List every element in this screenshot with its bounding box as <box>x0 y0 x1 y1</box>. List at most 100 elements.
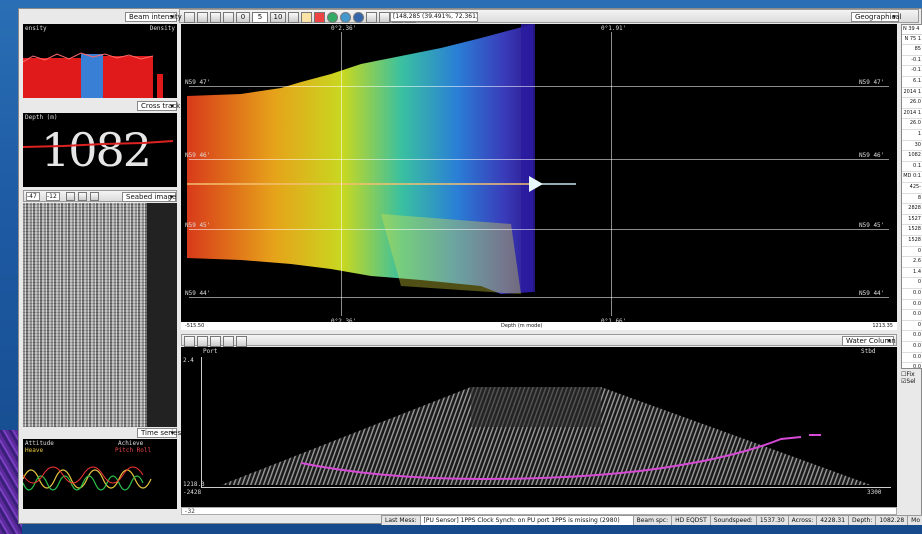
seabed-gain-field[interactable]: -47 <box>26 192 40 201</box>
sel-checkbox-label: Sel <box>906 378 916 385</box>
numeric-row: 0.1 <box>902 162 922 173</box>
seabed-toolbar: -47 -12 Seabed image <box>23 190 177 202</box>
wc-y-bottom: 1218.3 <box>183 481 205 488</box>
lat-left-2: N59 46' <box>185 152 211 159</box>
numeric-row: 26.0 <box>902 119 922 131</box>
seabed-offset-field[interactable]: -12 <box>46 192 60 201</box>
status-across-label: Across: <box>787 516 817 525</box>
record-icon[interactable] <box>314 12 325 23</box>
status-mode-label: Mo <box>907 516 922 525</box>
scale-right-value: 1213.35 <box>872 323 893 329</box>
globe-icon[interactable] <box>327 12 338 23</box>
lat-right-3: N59 45' <box>859 222 885 229</box>
toolbar-buttons: 0 5 10 <box>184 12 416 23</box>
numeric-row: N 75 1 <box>902 35 922 46</box>
depth-profile-line <box>23 140 174 148</box>
layers-icon[interactable] <box>353 12 364 23</box>
status-depth-label: Depth: <box>848 516 875 525</box>
numeric-row: 1.4 <box>902 268 922 279</box>
geographical-dropdown[interactable]: Geographical <box>851 12 902 22</box>
scale-left-value: -515.50 <box>185 323 205 329</box>
info-icon[interactable] <box>288 12 299 23</box>
seabed-step-icon[interactable] <box>78 192 87 201</box>
lon-top-2: 0°1.91' <box>601 25 627 32</box>
lat-left-3: N59 45' <box>185 222 211 229</box>
grid-line-lat-4 <box>189 297 889 298</box>
wc-export-icon[interactable] <box>236 336 247 347</box>
lon-bottom-1: 0°2.36' <box>331 318 356 325</box>
zoom-step-field[interactable]: 5 <box>252 12 268 23</box>
status-bar: Last Mess: [PU Sensor] 1PPS Clock Synch:… <box>381 515 922 525</box>
seabed-settings-icon[interactable] <box>90 192 99 201</box>
numeric-row: 425- <box>902 183 922 194</box>
save-icon[interactable] <box>197 12 208 23</box>
wc-pan-icon[interactable] <box>197 336 208 347</box>
seabed-time-ruler <box>147 203 177 427</box>
numeric-checkboxes: ☐Fix ☑Sel <box>901 371 922 391</box>
bi-left-label: ensity <box>25 25 47 32</box>
zoom-max-field[interactable]: 10 <box>270 12 286 23</box>
sel-checkbox[interactable]: ☑Sel <box>901 378 916 385</box>
desktop-wallpaper-edge <box>0 430 22 534</box>
lat-right-4: N59 44' <box>859 290 885 297</box>
beam-intensity-panel: ensity Density <box>23 24 177 98</box>
lon-top-1: 0°2.36' <box>331 25 357 32</box>
numeric-row: 85 <box>902 45 922 56</box>
grid-line-lat-1 <box>189 86 889 87</box>
zoom-out-icon[interactable] <box>379 12 390 23</box>
numeric-display-column: N 39 4 N 75 1 85 -0.1 -0.1 6.1 2014 1 26.0 2014… <box>901 24 922 369</box>
status-across-value: 4228.31 <box>816 516 848 525</box>
water-column-dropdown[interactable]: Water Column <box>842 336 896 346</box>
zoom-min-field[interactable]: 0 <box>236 12 250 23</box>
cursor-coordinate-field: [148,285 (39.491%, 72.361)] <box>390 12 478 22</box>
zoom-in-icon[interactable] <box>366 12 377 23</box>
bathymetry-map <box>187 24 576 294</box>
grid-line-lat-2 <box>189 159 889 160</box>
numeric-row: -0.1 <box>902 66 922 78</box>
numeric-row: 1527 <box>902 215 922 226</box>
settings-icon[interactable] <box>223 12 234 23</box>
depth-panel-label: Depth (m) <box>25 114 58 121</box>
sonar-app-window: 0 5 10 [148,285 (39.491%, 72.361)] Beam … <box>18 8 922 525</box>
warning-icon[interactable] <box>301 12 312 23</box>
wc-stbd-label: Stbd <box>861 348 876 355</box>
grid-line-lon-2 <box>611 32 612 316</box>
lat-right-2: N59 46' <box>859 152 885 159</box>
globe-alt-icon[interactable] <box>340 12 351 23</box>
time-series-dropdown[interactable]: Time series <box>137 428 181 438</box>
ts-pitchroll-label: Pitch Roll <box>115 447 152 454</box>
lat-right-1: N59 47' <box>859 79 885 86</box>
water-column-fan <box>221 387 871 485</box>
water-column-view: Port Stbd 2.4 1218.3 -2428 3300 <box>181 347 897 507</box>
numeric-row: 0.0 <box>902 289 922 300</box>
wc-x-right: 3300 <box>867 489 882 496</box>
numeric-row: 0.0 <box>902 310 922 321</box>
numeric-row: 1528 <box>902 225 922 236</box>
numeric-row: 1082 <box>902 151 922 162</box>
print-icon[interactable] <box>210 12 221 23</box>
beam-intensity-plot <box>23 52 163 98</box>
wc-zoom-icon[interactable] <box>184 336 195 347</box>
numeric-row: 1528 <box>902 236 922 247</box>
wc-scroll-label: -32 <box>184 508 195 515</box>
numeric-row: 0.0 <box>902 300 922 311</box>
wc-measure-icon[interactable] <box>210 336 221 347</box>
time-series-plot <box>23 466 152 491</box>
numeric-row: MD 0:1 <box>902 172 922 184</box>
wc-reset-icon[interactable] <box>223 336 234 347</box>
status-beam-label: Beam spc: <box>632 516 672 525</box>
beam-intensity-dropdown[interactable]: Beam intensity <box>125 12 182 22</box>
water-column-scrollbar[interactable]: -32 <box>181 507 897 515</box>
seabed-image-dropdown[interactable]: Seabed image <box>122 192 176 202</box>
lon-bottom-2: 0°1.66' <box>601 318 626 325</box>
numeric-header: N 39 4 <box>902 25 922 35</box>
depth-scale-labels: -515.50 Depth (m mode) 1213.35 <box>181 322 897 330</box>
scale-mid-label: Depth (m mode) <box>501 323 543 329</box>
numeric-row: 0.0 <box>902 331 922 342</box>
lat-left-1: N59 47' <box>185 79 211 86</box>
fix-checkbox[interactable]: ☐Fix <box>901 371 915 378</box>
water-column-toolbar: Water Column <box>181 334 897 347</box>
open-icon[interactable] <box>184 12 195 23</box>
cross-track-dropdown[interactable]: Cross track <box>137 101 180 111</box>
seabed-pause-icon[interactable] <box>66 192 75 201</box>
